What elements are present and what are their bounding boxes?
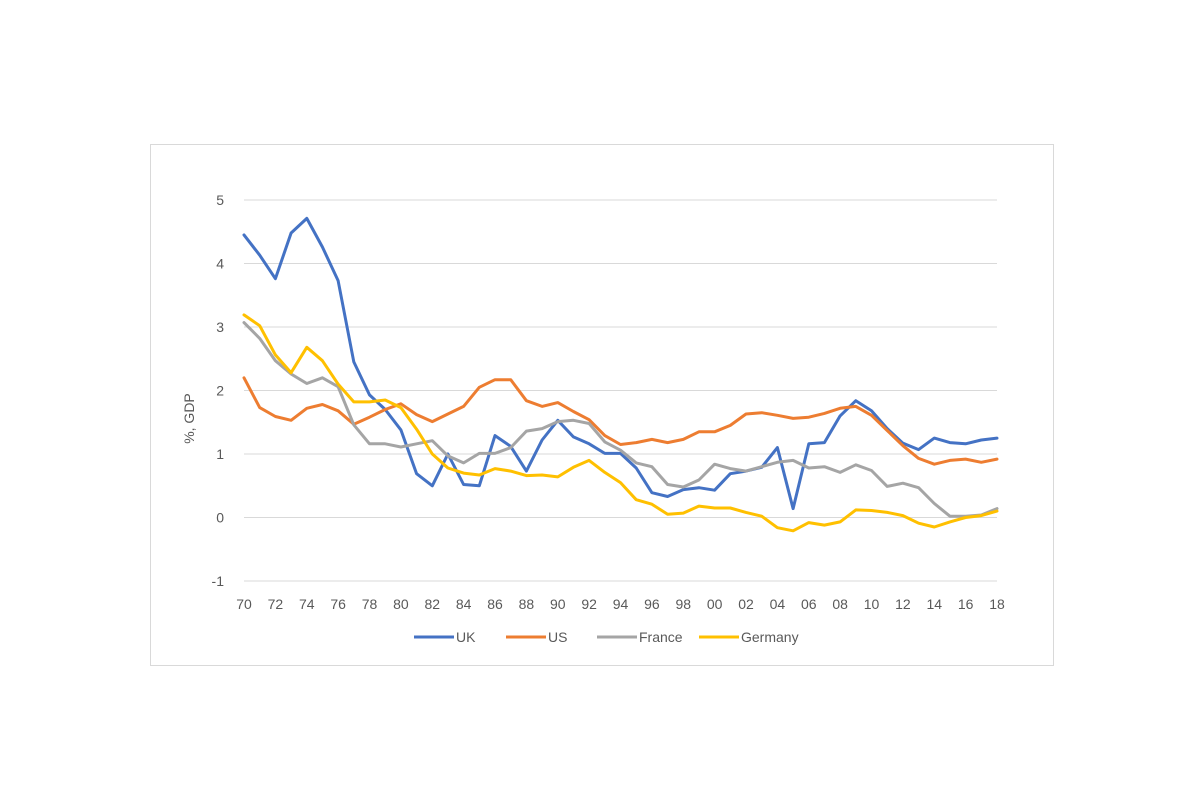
legend-label-germany: Germany bbox=[741, 629, 799, 645]
x-tick-label: 92 bbox=[581, 596, 597, 612]
legend-label-france: France bbox=[639, 629, 683, 645]
gridlines bbox=[244, 199, 997, 582]
x-tick-label: 82 bbox=[424, 596, 440, 612]
x-tick-label: 86 bbox=[487, 596, 503, 612]
chart-frame: -1 0 1 2 3 4 5 70 72 74 76 78 80 82 84 86 88 90 92 94 96 98 0… bbox=[150, 144, 1054, 666]
x-tick-label: 78 bbox=[362, 596, 378, 612]
y-tick-label: 2 bbox=[216, 383, 224, 399]
x-tick-label: 74 bbox=[299, 596, 315, 612]
legend-label-us: US bbox=[548, 629, 567, 645]
x-tick-label: 90 bbox=[550, 596, 566, 612]
y-axis-title: %, GDP bbox=[181, 393, 197, 444]
x-tick-label: 06 bbox=[801, 596, 817, 612]
series-line-france bbox=[242, 321, 999, 518]
x-tick-label: 70 bbox=[236, 596, 252, 612]
x-tick-label: 14 bbox=[926, 596, 942, 612]
x-tick-label: 94 bbox=[613, 596, 629, 612]
x-tick-label: 00 bbox=[707, 596, 723, 612]
x-tick-label: 72 bbox=[268, 596, 284, 612]
y-tick-label: 1 bbox=[216, 446, 224, 462]
legend-label-uk: UK bbox=[456, 629, 476, 645]
series-line-uk bbox=[242, 216, 999, 511]
x-tick-label: 88 bbox=[519, 596, 535, 612]
x-tick-label: 12 bbox=[895, 596, 911, 612]
y-tick-label: 4 bbox=[216, 256, 224, 272]
y-tick-labels: -1 0 1 2 3 4 5 bbox=[212, 192, 225, 589]
series-lines bbox=[242, 216, 999, 533]
y-tick-label: 3 bbox=[216, 319, 224, 335]
y-tick-label: 5 bbox=[216, 192, 224, 208]
x-tick-label: 10 bbox=[864, 596, 880, 612]
x-tick-label: 08 bbox=[832, 596, 848, 612]
x-tick-label: 02 bbox=[738, 596, 754, 612]
legend: UK US France Germany bbox=[414, 629, 799, 645]
series-line-us bbox=[242, 376, 999, 466]
series-line-germany bbox=[242, 313, 999, 533]
x-tick-label: 96 bbox=[644, 596, 660, 612]
x-tick-labels: 70 72 74 76 78 80 82 84 86 88 90 92 94 96 98 00 02 04 06 08… bbox=[236, 596, 1005, 612]
x-tick-label: 76 bbox=[330, 596, 346, 612]
x-tick-label: 18 bbox=[989, 596, 1005, 612]
y-tick-label: -1 bbox=[212, 573, 225, 589]
x-tick-label: 16 bbox=[958, 596, 974, 612]
x-tick-label: 84 bbox=[456, 596, 472, 612]
x-tick-label: 98 bbox=[675, 596, 691, 612]
x-tick-label: 04 bbox=[770, 596, 786, 612]
y-tick-label: 0 bbox=[216, 510, 224, 526]
x-tick-label: 80 bbox=[393, 596, 409, 612]
